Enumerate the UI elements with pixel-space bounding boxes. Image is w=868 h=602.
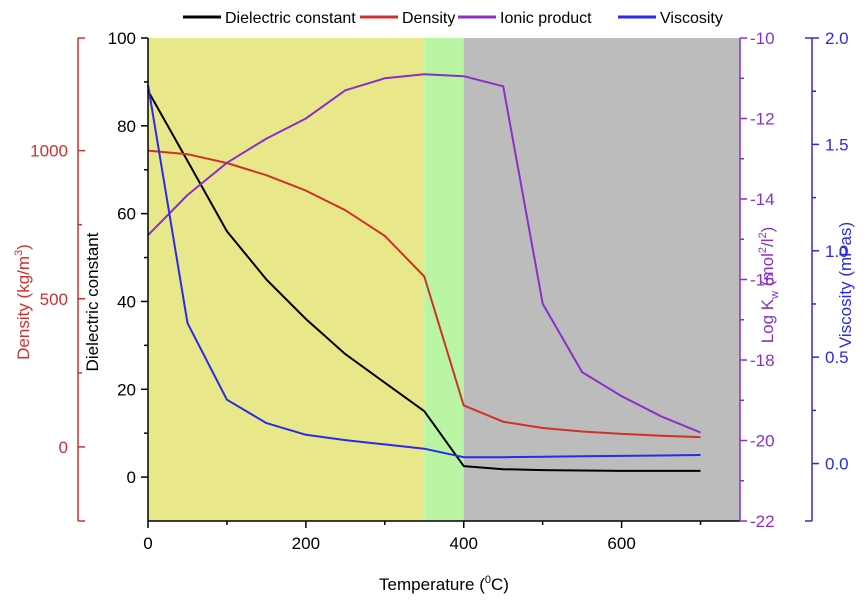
dielectric-tick-label: 0 [127,468,136,487]
viscosity-tick-label: 1.5 [825,135,849,154]
series-line-density [147,149,701,439]
viscosity-tick-label: 2.0 [825,29,849,48]
ionic-axis-label: Log Kw (mol2/l2) [757,227,781,344]
series-line-viscosity [147,84,701,459]
ionic-tick-label: -10 [750,29,775,48]
viscosity-axis-label: Viscosity (mPas) [836,222,855,348]
legend-label-dielectric: Dielectric constant [225,10,356,27]
x-tick-label: 200 [292,534,320,553]
ionic-tick-label: -18 [750,351,775,370]
x-tick-label: 600 [607,534,635,553]
dielectric-tick-label: 20 [117,380,136,399]
x-axis-label: Temperature (0C) [379,574,509,594]
region-band-1 [424,38,464,521]
x-tick-label: 0 [143,534,152,553]
series-line-ionic [147,73,701,434]
legend-label-viscosity: Viscosity [660,10,723,27]
density-tick-label: 0 [59,438,68,457]
temperature-regions [148,38,740,521]
density-tick-label: 500 [40,290,68,309]
legend: Dielectric constant Density Ionic product V… [183,10,723,27]
series-layer [147,73,701,472]
dielectric-tick-label: 60 [117,205,136,224]
legend-label-ionic: Ionic product [500,10,592,27]
dielectric-tick-label: 80 [117,117,136,136]
ionic-tick-label: -14 [750,190,775,209]
dielectric-tick-label: 100 [108,29,136,48]
dielectric-axis-label: Dielectric constant [83,232,102,371]
viscosity-tick-label: 1.0 [825,242,849,261]
legend-label-density: Density [402,10,455,27]
x-tick-label: 400 [450,534,478,553]
axes-layer: 0 200 400 60002040608010005001000-22-20-18-… [30,29,848,553]
dielectric-tick-label: 40 [117,292,136,311]
viscosity-tick-label: 0.5 [825,348,849,367]
ionic-tick-label: -22 [750,512,775,531]
ionic-tick-label: -20 [750,432,775,451]
ionic-tick-label: -12 [750,110,775,129]
density-tick-label: 1000 [30,142,68,161]
ionic-tick-label: -16 [750,271,775,290]
density-axis-label: Density (kg/m3) [13,244,33,360]
series-line-dielectric [147,90,701,472]
viscosity-tick-label: 0.0 [825,455,849,474]
region-band-0 [148,38,425,521]
region-band-2 [463,38,740,521]
